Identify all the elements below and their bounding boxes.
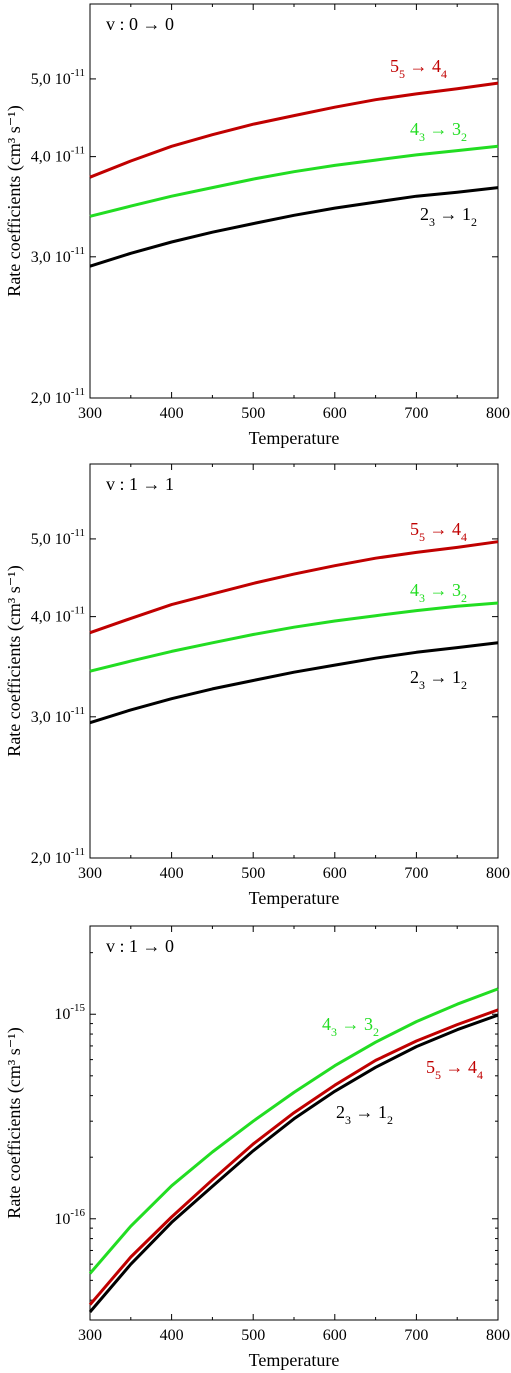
x-tick-label: 300: [78, 405, 102, 422]
x-axis-label: Temperature: [249, 888, 340, 908]
series-line: [89, 144, 499, 218]
x-tick-label: 400: [160, 405, 184, 422]
series-label: 43 → 32: [410, 580, 467, 605]
series-line: [89, 186, 499, 268]
x-tick-label: 800: [486, 865, 510, 882]
series-line: [89, 641, 499, 725]
x-tick-label: 600: [323, 1327, 347, 1344]
y-tick-label: 3,0 10-11: [31, 245, 85, 266]
panel-title: v : 1 → 1: [106, 474, 174, 494]
x-tick-label: 300: [78, 1327, 102, 1344]
x-tick-label: 300: [78, 865, 102, 882]
series-line: [89, 81, 499, 179]
chart-panel-2: 300 400 500 600 700 800 2,0 10-11 3,0 10-11 4,0 …: [4, 463, 510, 908]
y-tick-label: 3,0 10-11: [31, 705, 85, 726]
x-tick-label: 400: [160, 865, 184, 882]
y-axis-label: Rate coefficients (cm³ s⁻¹): [4, 1027, 25, 1218]
y-tick-label: 4,0 10-11: [31, 145, 85, 166]
panel-title: v : 1 → 0: [106, 936, 174, 956]
x-tick-label: 500: [241, 865, 265, 882]
x-tick-label: 700: [404, 405, 428, 422]
x-tick-label: 700: [404, 865, 428, 882]
x-tick-label: 800: [486, 1327, 510, 1344]
y-axis-label: Rate coefficients (cm³ s⁻¹): [4, 565, 25, 756]
y-axis-label: Rate coefficients (cm³ s⁻¹): [4, 105, 25, 296]
series-label: 23 → 12: [336, 1102, 393, 1127]
y-tick-label: 2,0 10-11: [31, 846, 85, 867]
series-label: 55 → 44: [426, 1057, 483, 1082]
x-tick-label: 600: [323, 405, 347, 422]
x-tick-label: 700: [404, 1327, 428, 1344]
y-tick-label: 5,0 10-11: [31, 67, 85, 88]
y-tick-label: 10-15: [54, 1002, 85, 1023]
y-tick-label: 5,0 10-11: [31, 527, 85, 548]
series-line: [89, 540, 499, 635]
x-tick-label: 500: [241, 1327, 265, 1344]
chart-panel-1: 300 400 500 600 700 800 2,0 10-11 3,0 10-11 4,0 …: [4, 3, 510, 448]
x-tick-label: 800: [486, 405, 510, 422]
plot-frame: [89, 925, 499, 1321]
y-tick-label: 2,0 10-11: [31, 386, 85, 407]
x-tick-label: 600: [323, 865, 347, 882]
series-label: 43 → 32: [410, 119, 467, 144]
chart-panel-3: 300 400 500 600 700 800 10-16 10-15 Temperature R…: [4, 925, 510, 1370]
series-line: [88, 1008, 499, 1306]
x-axis-label: Temperature: [249, 1350, 340, 1370]
series-label: 55 → 44: [410, 519, 467, 544]
series-line: [88, 987, 499, 1275]
series-label: 23 → 12: [420, 204, 477, 229]
y-tick-label: 4,0 10-11: [31, 605, 85, 626]
series-label: 55 → 44: [390, 56, 447, 81]
series-line: [88, 1013, 499, 1313]
series-label: 43 → 32: [322, 1014, 379, 1039]
x-tick-label: 500: [241, 405, 265, 422]
x-tick-label: 400: [160, 1327, 184, 1344]
series-label: 23 → 12: [410, 667, 467, 692]
x-axis-label: Temperature: [249, 428, 340, 448]
panel-title: v : 0 → 0: [106, 14, 174, 34]
y-tick-label: 10-16: [54, 1207, 85, 1228]
series-line: [89, 601, 499, 673]
